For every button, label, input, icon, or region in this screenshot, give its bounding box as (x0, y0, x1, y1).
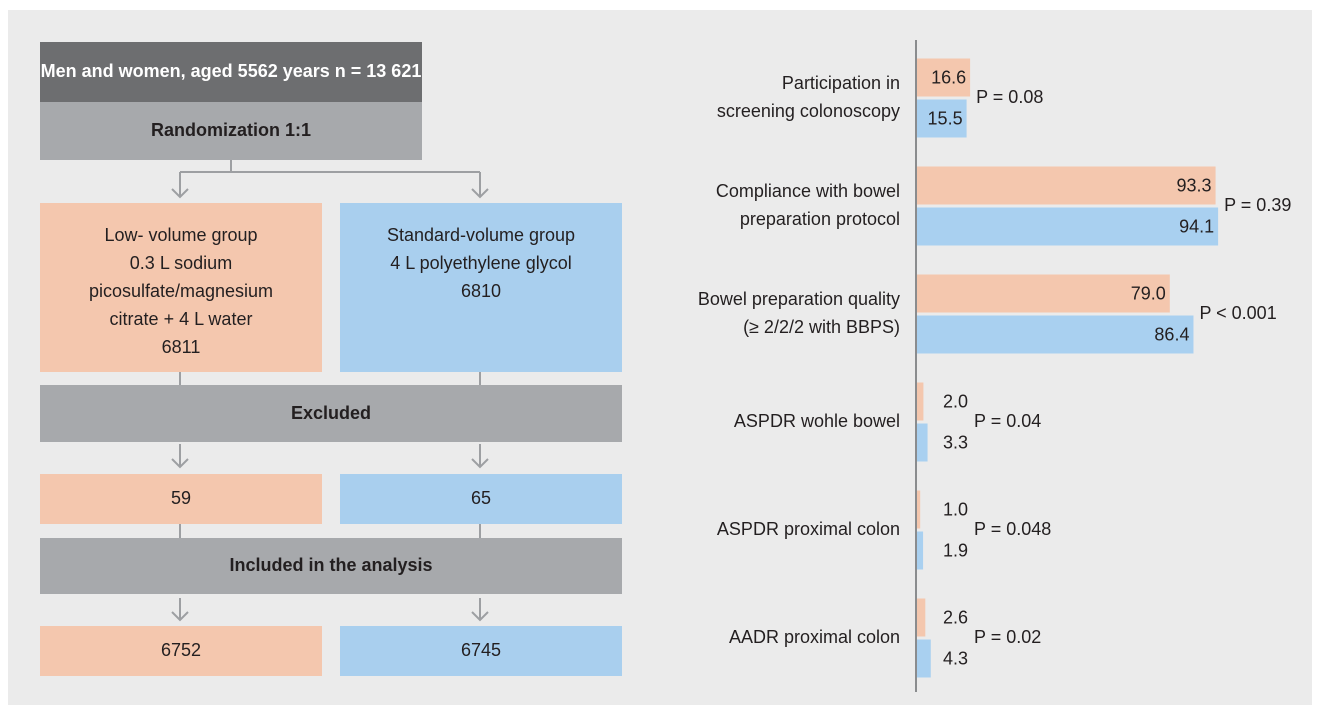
standard-volume-text: 6810 (461, 281, 501, 301)
excluded-low-text: 59 (171, 488, 191, 508)
category-label: Participation in screening colonoscopy (717, 73, 900, 121)
included-standard-text: 6745 (461, 640, 501, 660)
randomization-box (40, 102, 422, 160)
value-label: 93.3 (1177, 175, 1212, 195)
p-value: P = 0.04 (974, 411, 1041, 431)
included-standard-box (340, 626, 622, 676)
excluded-text: Excluded (291, 403, 371, 423)
low-volume-text: picosulfate/magnesium (89, 281, 273, 301)
standard-volume-text: 4 L polyethylene glycol (390, 253, 571, 273)
value-label: 3.3 (943, 432, 968, 452)
bar (917, 166, 1216, 205)
top-box (40, 42, 422, 102)
bar (917, 315, 1194, 354)
p-value: P = 0.048 (974, 519, 1051, 539)
value-label: 2.0 (943, 391, 968, 411)
bar (917, 274, 1170, 313)
category-label: Compliance with bowel preparation protoco… (716, 181, 900, 229)
excluded-standard-box (340, 474, 622, 524)
standard-volume-box (340, 203, 622, 372)
value-label: 94.1 (1179, 216, 1214, 236)
category-label: AADR proximal colon (729, 627, 900, 647)
p-value: P < 0.001 (1199, 303, 1276, 323)
value-label: 86.4 (1154, 324, 1189, 344)
bar (917, 639, 931, 678)
connector (179, 372, 481, 385)
value-label: 1.9 (943, 540, 968, 560)
bar (917, 382, 924, 421)
top-text: Men and women, aged 5562 years n = 13 62… (41, 61, 422, 81)
connector (179, 524, 481, 538)
value-label: 4.3 (943, 648, 968, 668)
value-label: 16.6 (931, 67, 966, 87)
p-value: P = 0.08 (976, 87, 1043, 107)
category-label: ASPDR wohle bowel (734, 411, 900, 431)
bar (917, 598, 926, 637)
bar (917, 207, 1219, 246)
value-label: 2.6 (943, 607, 968, 627)
excluded-low-box (40, 474, 322, 524)
excluded-standard-text: 65 (471, 488, 491, 508)
bar (917, 423, 928, 462)
low-volume-text: Low- volume group (104, 225, 257, 245)
low-volume-box (40, 203, 322, 372)
value-label: 1.0 (943, 499, 968, 519)
category-label: ASPDR proximal colon (717, 519, 900, 539)
excluded-box (40, 385, 622, 442)
low-volume-text: 0.3 L sodium (130, 253, 232, 273)
p-value: P = 0.02 (974, 627, 1041, 647)
included-box (40, 538, 622, 594)
low-volume-text: citrate + 4 L water (110, 309, 253, 329)
bar (917, 58, 971, 97)
value-label: 15.5 (928, 108, 963, 128)
bar (917, 99, 967, 138)
bar (917, 490, 921, 529)
randomization-text: Randomization 1:1 (151, 120, 311, 140)
low-volume-text: 6811 (162, 337, 201, 357)
bar (917, 531, 924, 570)
connector (171, 444, 489, 469)
value-label: 79.0 (1131, 283, 1166, 303)
connector (171, 160, 489, 199)
standard-volume-text: Standard-volume group (387, 225, 575, 245)
p-value: P = 0.39 (1224, 195, 1291, 215)
category-label: Bowel preparation quality (≥ 2/2/2 with B… (698, 289, 900, 337)
included-low-box (40, 626, 322, 676)
connector (171, 598, 489, 622)
included-text: Included in the analysis (229, 555, 432, 575)
included-low-text: 6752 (161, 640, 201, 660)
